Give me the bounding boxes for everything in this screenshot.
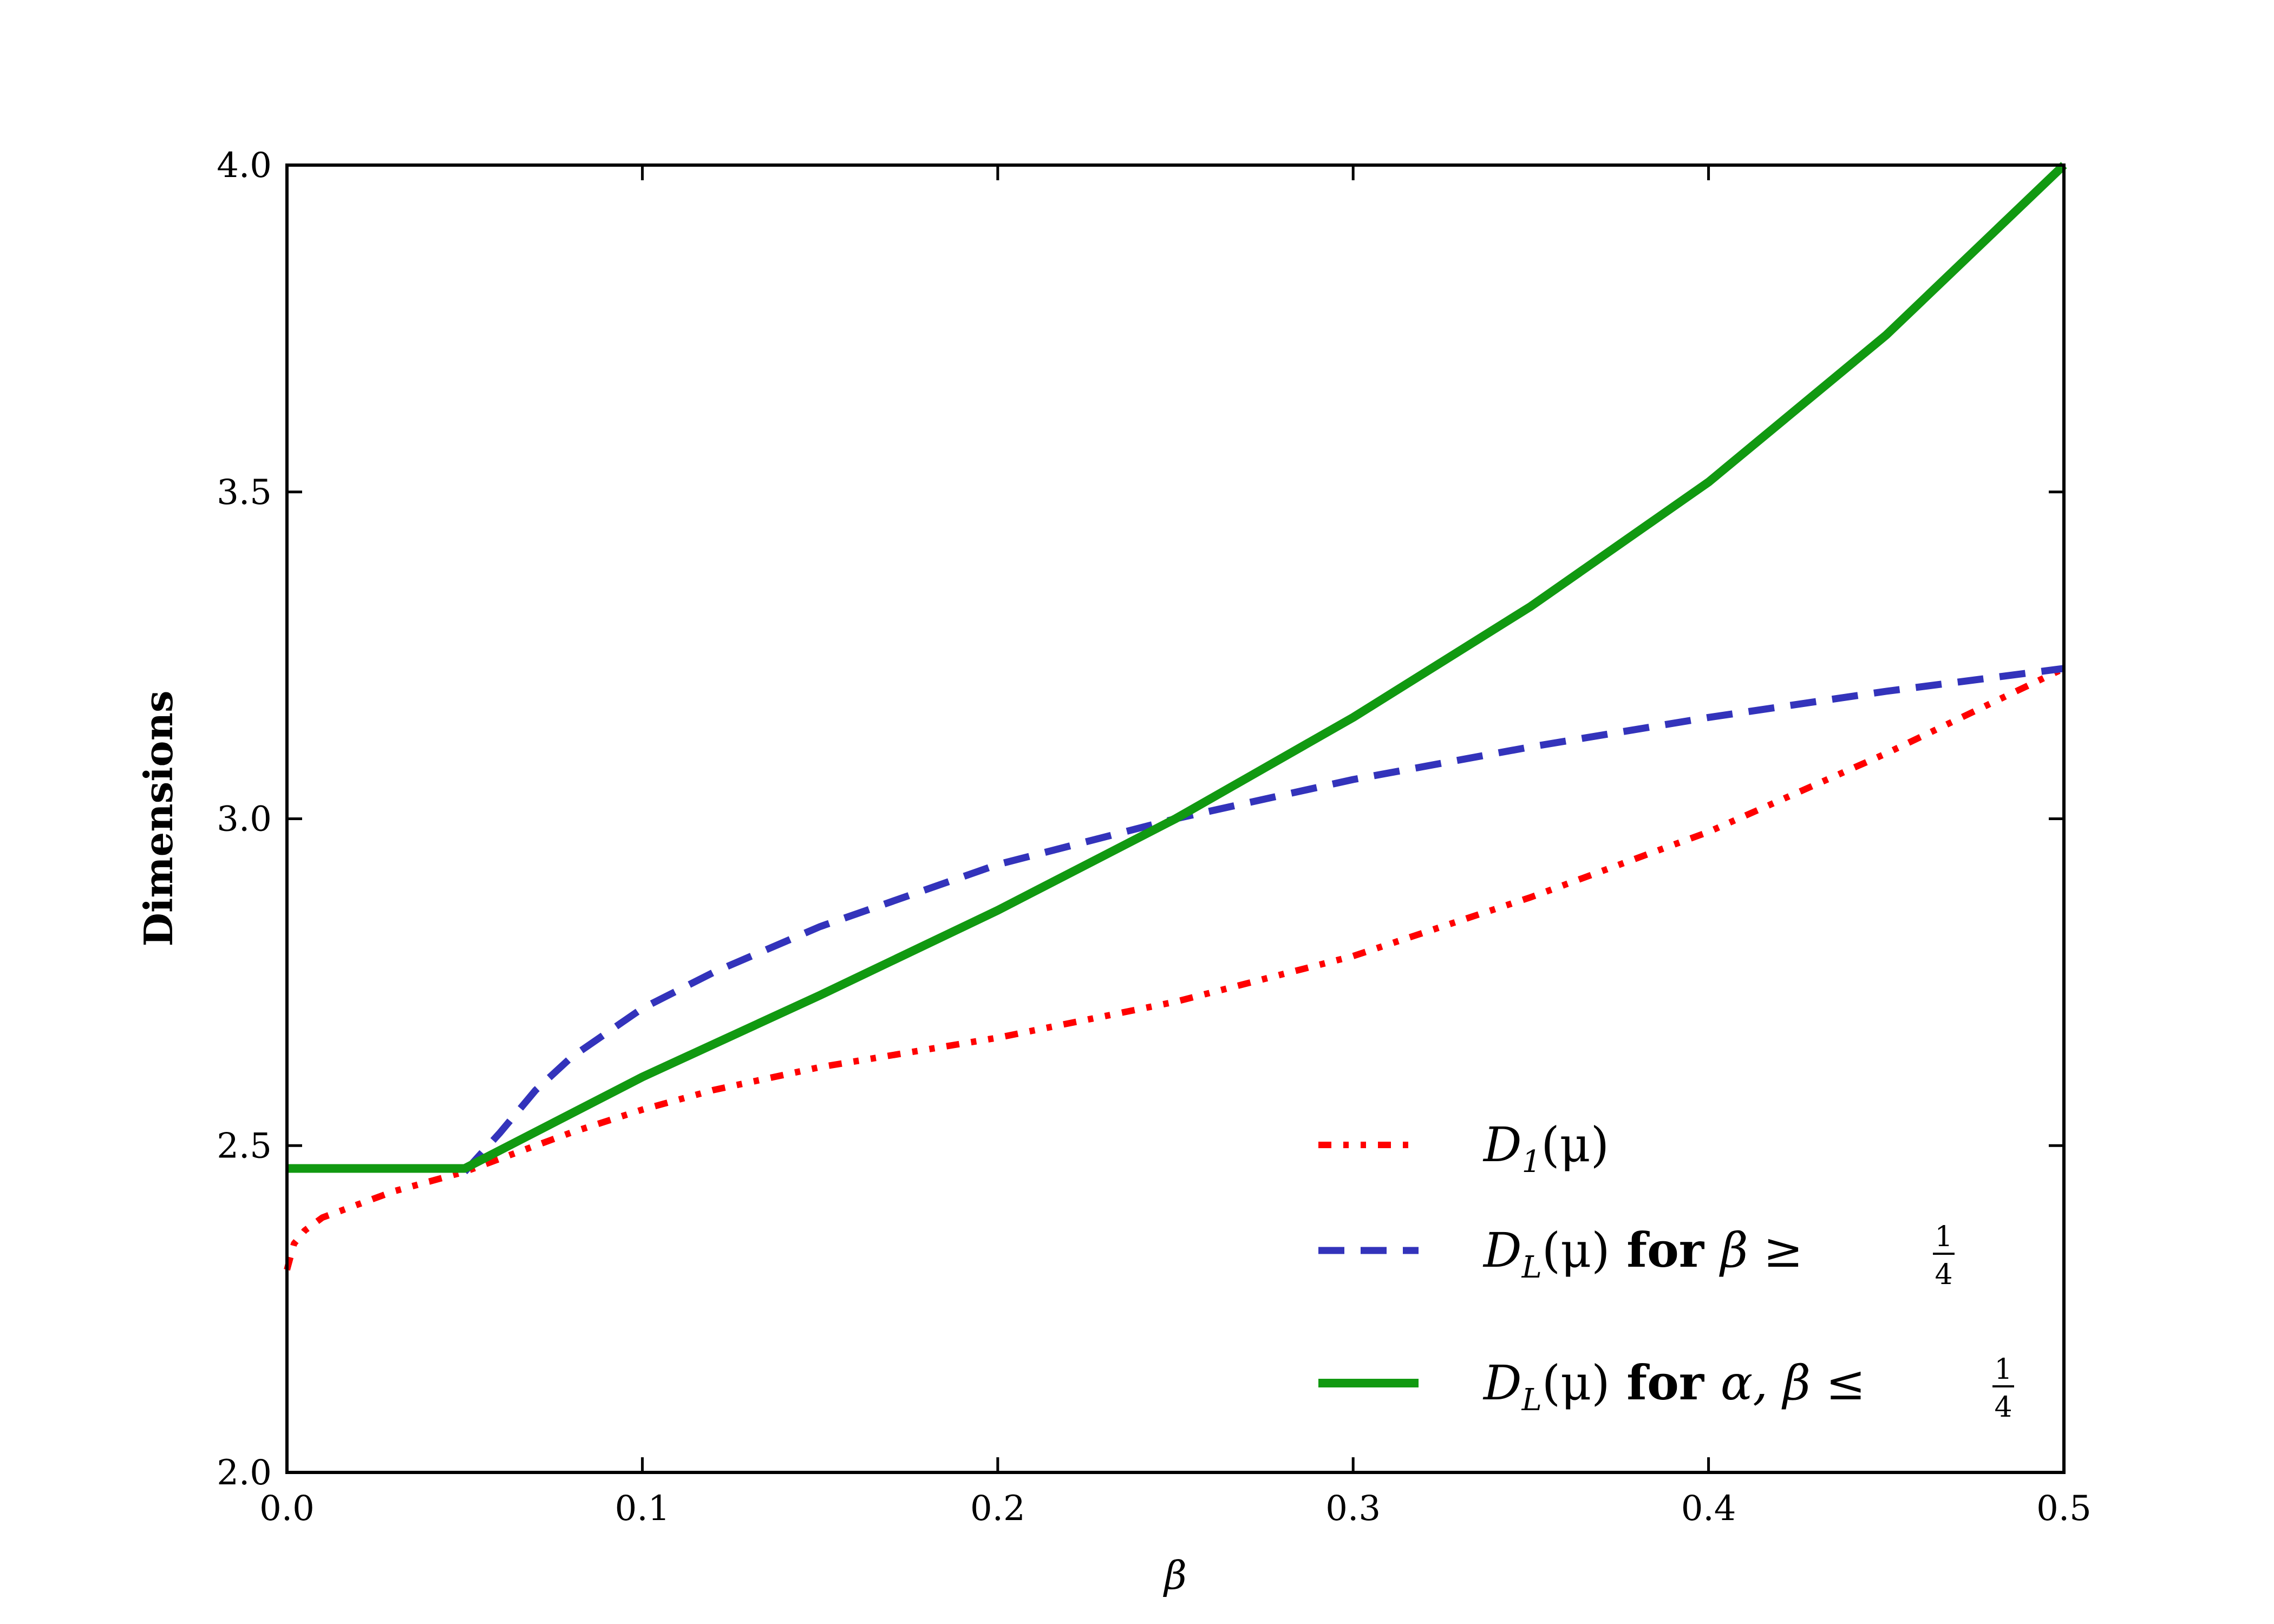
x-tick-label: 0.4 bbox=[1681, 1489, 1736, 1529]
series-line-0 bbox=[284, 665, 2066, 1271]
series-line-1 bbox=[462, 665, 2064, 1174]
legend: D1(μ) DL(μ) for β ≥ 1 4 DL(μ) for α, β ≤ 1 4 bbox=[1318, 1117, 2014, 1424]
x-tick-label: 0.0 bbox=[259, 1489, 315, 1529]
x-tick-label: 0.5 bbox=[2036, 1489, 2092, 1529]
y-tick-label: 3.5 bbox=[217, 473, 272, 513]
legend-fraction-denominator-2: 4 bbox=[1994, 1391, 2012, 1424]
x-tick-label: 0.1 bbox=[615, 1489, 670, 1529]
y-tick-label: 2.0 bbox=[217, 1453, 272, 1493]
series-line-2 bbox=[287, 162, 2067, 1173]
x-tick-label: 0.2 bbox=[970, 1489, 1025, 1529]
y-tick-label: 2.5 bbox=[217, 1126, 272, 1166]
legend-fraction-numerator-1: 1 bbox=[1935, 1221, 1952, 1253]
x-tick-label: 0.3 bbox=[1325, 1489, 1381, 1529]
legend-fraction-numerator-2: 1 bbox=[1994, 1353, 2012, 1386]
legend-label-2: DL(μ) for α, β ≤ bbox=[1482, 1354, 1866, 1418]
y-tick-label: 3.0 bbox=[217, 800, 272, 840]
legend-label-0: D1(μ) bbox=[1482, 1117, 1609, 1180]
legend-fraction-denominator-1: 4 bbox=[1935, 1259, 1952, 1291]
y-axis-label: Dimensions bbox=[135, 691, 181, 947]
legend-label-1: DL(μ) for β ≥ bbox=[1482, 1222, 1803, 1285]
x-axis-label: β bbox=[1162, 1553, 1187, 1598]
y-tick-label: 4.0 bbox=[217, 146, 272, 186]
series-layer bbox=[284, 162, 2067, 1271]
tick-layer: 0.0 0.1 0.2 0.3 0.4 0.5 2.0 2.5 3.0 3.5 4.0 bbox=[217, 146, 2092, 1529]
